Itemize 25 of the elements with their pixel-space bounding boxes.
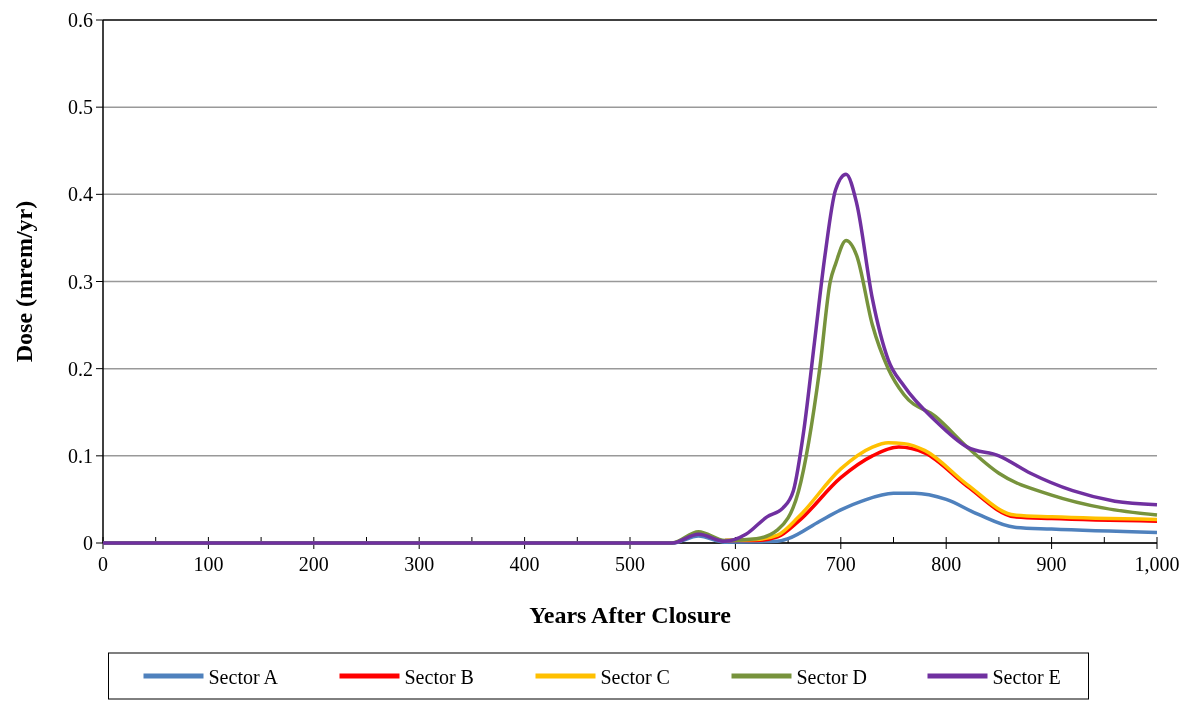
x-tick-label: 300	[404, 553, 435, 575]
x-tick-label: 900	[1036, 553, 1067, 575]
legend-label: Sector D	[796, 666, 868, 688]
x-tick-label: 100	[193, 553, 224, 575]
x-tick-label: 500	[615, 553, 645, 575]
x-tick-label: 1,000	[1134, 553, 1180, 575]
x-tick-label: 0	[98, 553, 108, 575]
x-axis-title: Years After Closure	[529, 602, 732, 628]
y-axis-title: Dose (mrem/yr)	[11, 200, 37, 363]
legend-label: Sector C	[600, 666, 670, 688]
x-tick-label: 600	[720, 553, 751, 575]
y-tick-label: 0.2	[68, 357, 93, 380]
legend-label: Sector E	[992, 666, 1061, 688]
y-tick-label: 0.3	[68, 270, 93, 293]
x-tick-label: 400	[509, 553, 540, 575]
legend-label: Sector B	[404, 666, 474, 688]
y-tick-label: 0.4	[68, 183, 93, 206]
legend-label: Sector A	[208, 666, 279, 688]
x-tick-label: 700	[825, 553, 856, 575]
x-tick-label: 800	[931, 553, 962, 575]
x-tick-label: 200	[298, 553, 329, 575]
y-tick-label: 0.1	[68, 444, 93, 467]
y-tick-label: 0	[83, 532, 93, 554]
y-tick-label: 0.5	[68, 96, 93, 119]
y-tick-label: 0.6	[68, 9, 93, 31]
